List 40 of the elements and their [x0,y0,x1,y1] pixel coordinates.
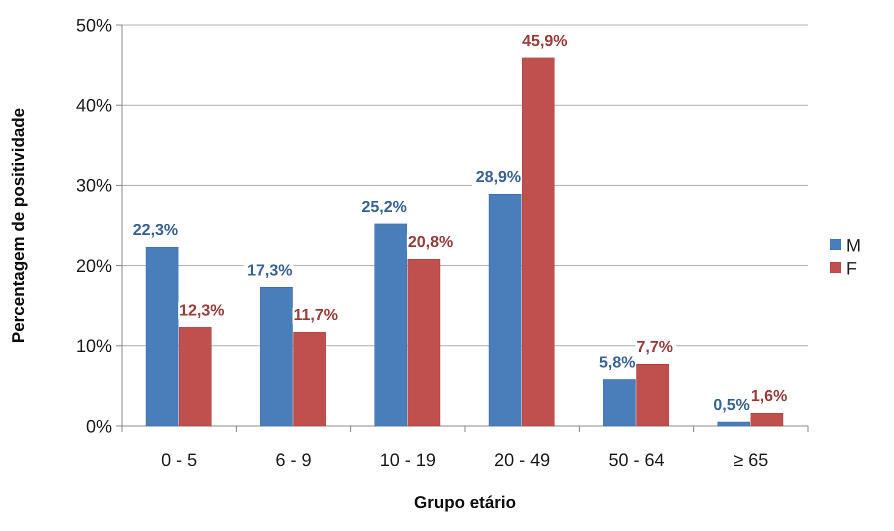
y-tick-label: 10% [76,336,112,356]
bar [522,58,555,426]
x-tick-label: 10 - 19 [380,450,436,470]
bar [260,287,293,426]
y-tick-label: 0% [86,416,112,436]
x-tick-label: 6 - 9 [275,450,312,470]
x-tick-label: 50 - 64 [608,450,665,470]
bar [636,364,669,426]
x-axis-title: Grupo etário [414,493,516,512]
data-label: 28,9% [476,169,522,186]
data-label: 22,3% [132,222,178,240]
x-tick-label: ≥ 65 [733,450,768,470]
data-label: 17,3% [247,262,292,280]
y-tick-label: 50% [76,15,112,36]
bar [146,246,178,426]
data-label: 12,3% [179,302,225,320]
x-tick-label: 0 - 5 [161,450,198,470]
bar [750,412,784,426]
bar [293,332,326,426]
legend-label: F [846,258,857,278]
data-label: 5,8% [599,354,636,372]
legend-label: M [846,235,861,256]
bar [408,258,440,426]
bar [178,327,212,426]
data-label: 7,7% [636,339,673,356]
y-tick-label: 30% [76,176,112,196]
bar [488,194,522,426]
data-label: 1,6% [750,388,788,406]
y-tick-label: 20% [76,256,112,276]
data-label: 20,8% [408,234,454,252]
bar [374,224,408,426]
y-tick-label: 40% [76,96,112,116]
data-label: 25,2% [361,198,407,216]
x-tick-label: 20 - 49 [494,450,550,470]
data-label: 45,9% [522,32,568,50]
bar [717,422,750,426]
data-label: 0,5% [713,396,750,414]
data-label: 11,7% [294,307,338,324]
y-axis-title: Percentagem de positividade [9,108,28,344]
bar [603,379,636,426]
